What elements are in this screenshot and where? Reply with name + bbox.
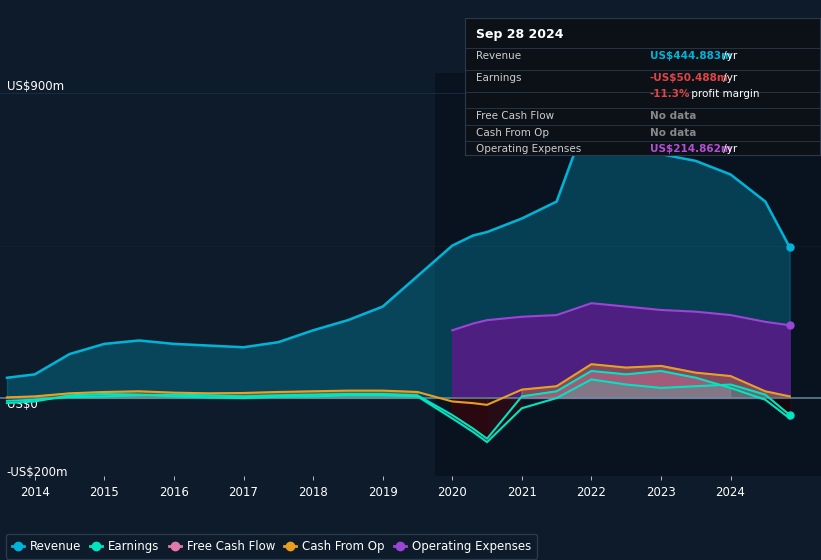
Text: -11.3%: -11.3% <box>649 89 690 99</box>
Bar <box>435 73 821 476</box>
Text: profit margin: profit margin <box>688 89 759 99</box>
Text: US$0: US$0 <box>7 398 37 411</box>
Text: US$900m: US$900m <box>7 80 64 93</box>
Text: Free Cash Flow: Free Cash Flow <box>475 111 554 121</box>
Text: /yr: /yr <box>720 144 737 154</box>
Text: Earnings: Earnings <box>475 73 521 83</box>
Text: -US$50.488m: -US$50.488m <box>649 73 728 83</box>
Text: US$214.862m: US$214.862m <box>649 144 732 154</box>
Text: No data: No data <box>649 111 696 121</box>
Text: US$444.883m: US$444.883m <box>649 51 732 61</box>
Legend: Revenue, Earnings, Free Cash Flow, Cash From Op, Operating Expenses: Revenue, Earnings, Free Cash Flow, Cash … <box>6 534 537 559</box>
Text: /yr: /yr <box>720 73 737 83</box>
Text: No data: No data <box>649 128 696 138</box>
Text: Revenue: Revenue <box>475 51 521 61</box>
Text: Cash From Op: Cash From Op <box>475 128 548 138</box>
Text: /yr: /yr <box>720 51 737 61</box>
Text: -US$200m: -US$200m <box>7 466 68 479</box>
Text: Operating Expenses: Operating Expenses <box>475 144 581 154</box>
Text: Sep 28 2024: Sep 28 2024 <box>475 27 563 40</box>
